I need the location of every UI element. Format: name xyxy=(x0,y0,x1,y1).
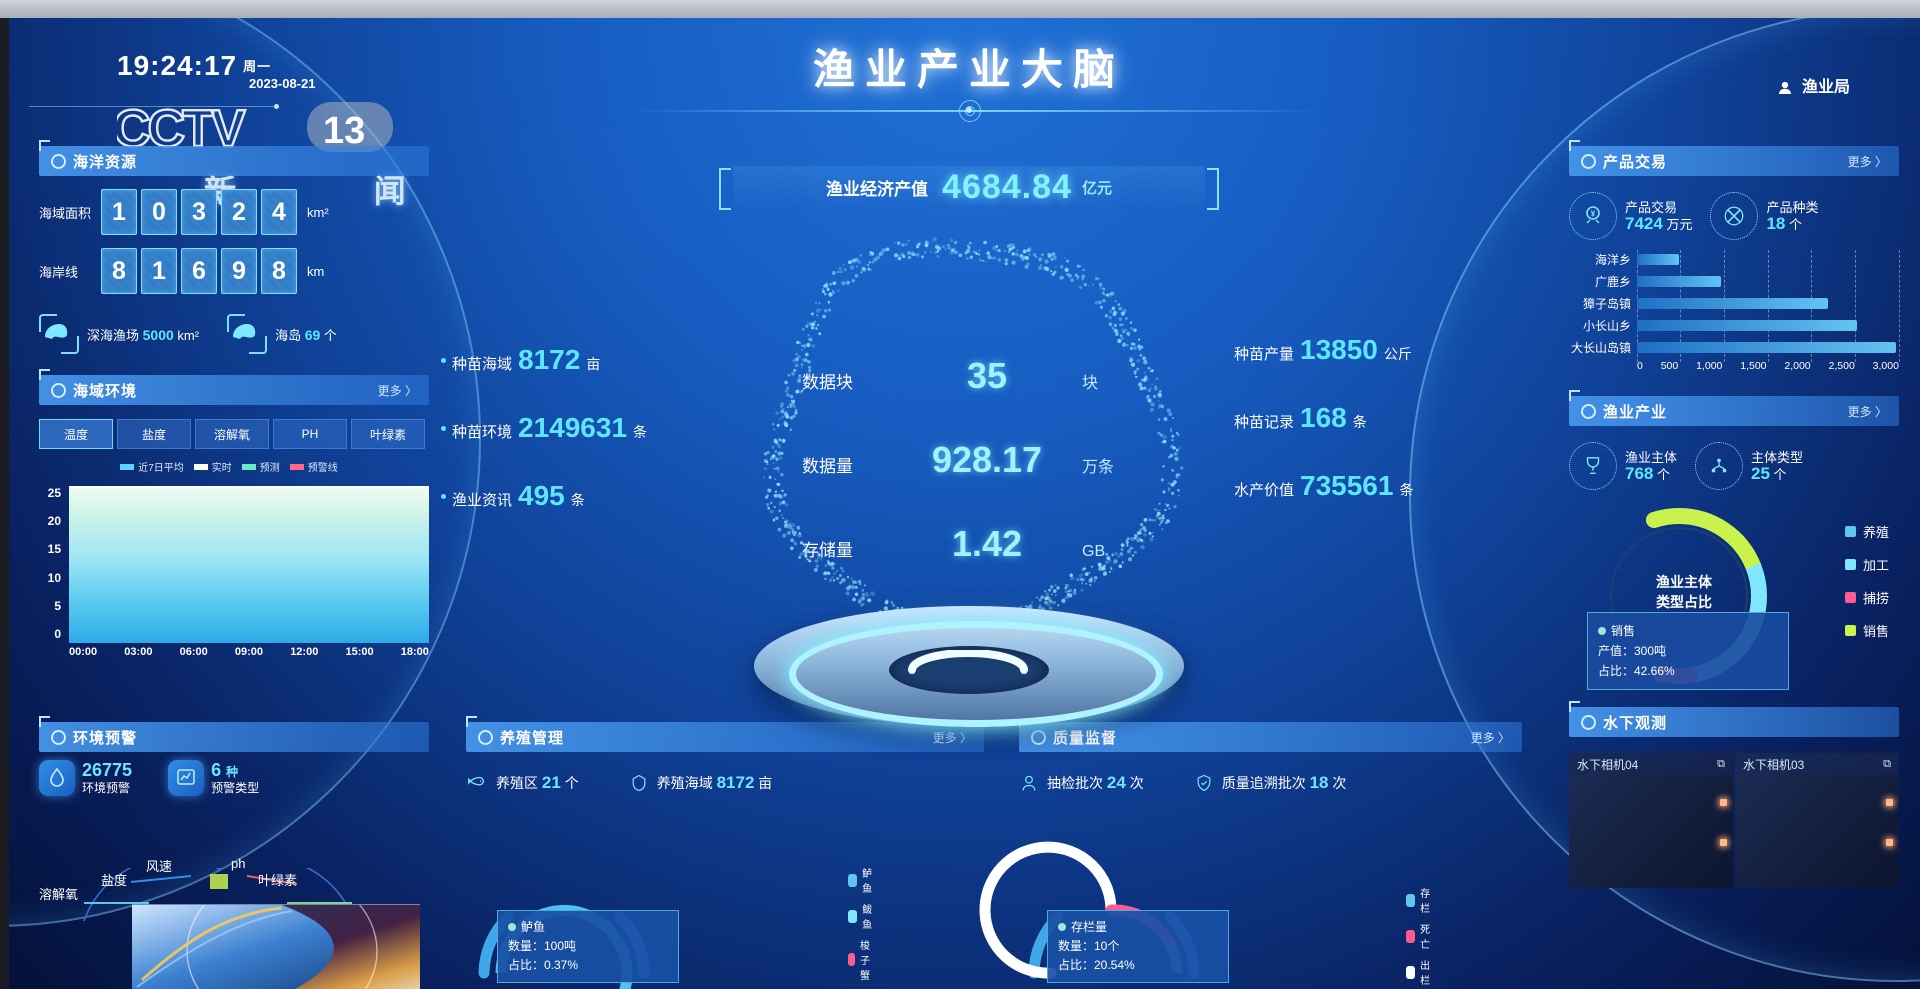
svg-text:¥: ¥ xyxy=(1591,210,1596,219)
